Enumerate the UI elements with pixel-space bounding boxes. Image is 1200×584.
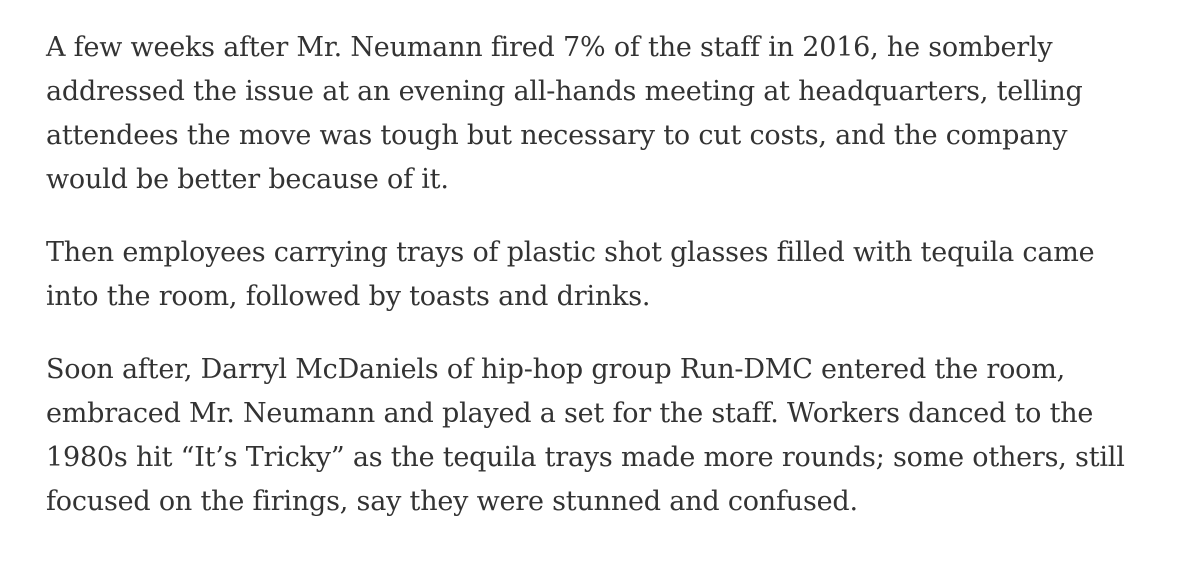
text-line: focused on the firings, say they were st…	[46, 486, 858, 517]
text-line: into the room, followed by toasts and dr…	[46, 281, 651, 312]
text-line: embraced Mr. Neumann and played a set fo…	[46, 398, 1094, 429]
article-body: A few weeks after Mr. Neumann fired 7% o…	[46, 26, 1176, 553]
paragraph-2: Then employees carrying trays of plastic…	[46, 231, 1176, 319]
text-line: would be better because of it.	[46, 164, 449, 195]
text-line: A few weeks after Mr. Neumann fired 7% o…	[46, 32, 1053, 63]
text-line: 1980s hit “It’s Tricky” as the tequila t…	[46, 442, 1125, 473]
paragraph-1: A few weeks after Mr. Neumann fired 7% o…	[46, 26, 1176, 202]
text-line: Then employees carrying trays of plastic…	[46, 237, 1095, 268]
paragraph-3: Soon after, Darryl McDaniels of hip-hop …	[46, 348, 1176, 524]
text-line: Soon after, Darryl McDaniels of hip-hop …	[46, 354, 1066, 385]
text-line: addressed the issue at an evening all-ha…	[46, 76, 1083, 107]
text-line: attendees the move was tough but necessa…	[46, 120, 1068, 151]
